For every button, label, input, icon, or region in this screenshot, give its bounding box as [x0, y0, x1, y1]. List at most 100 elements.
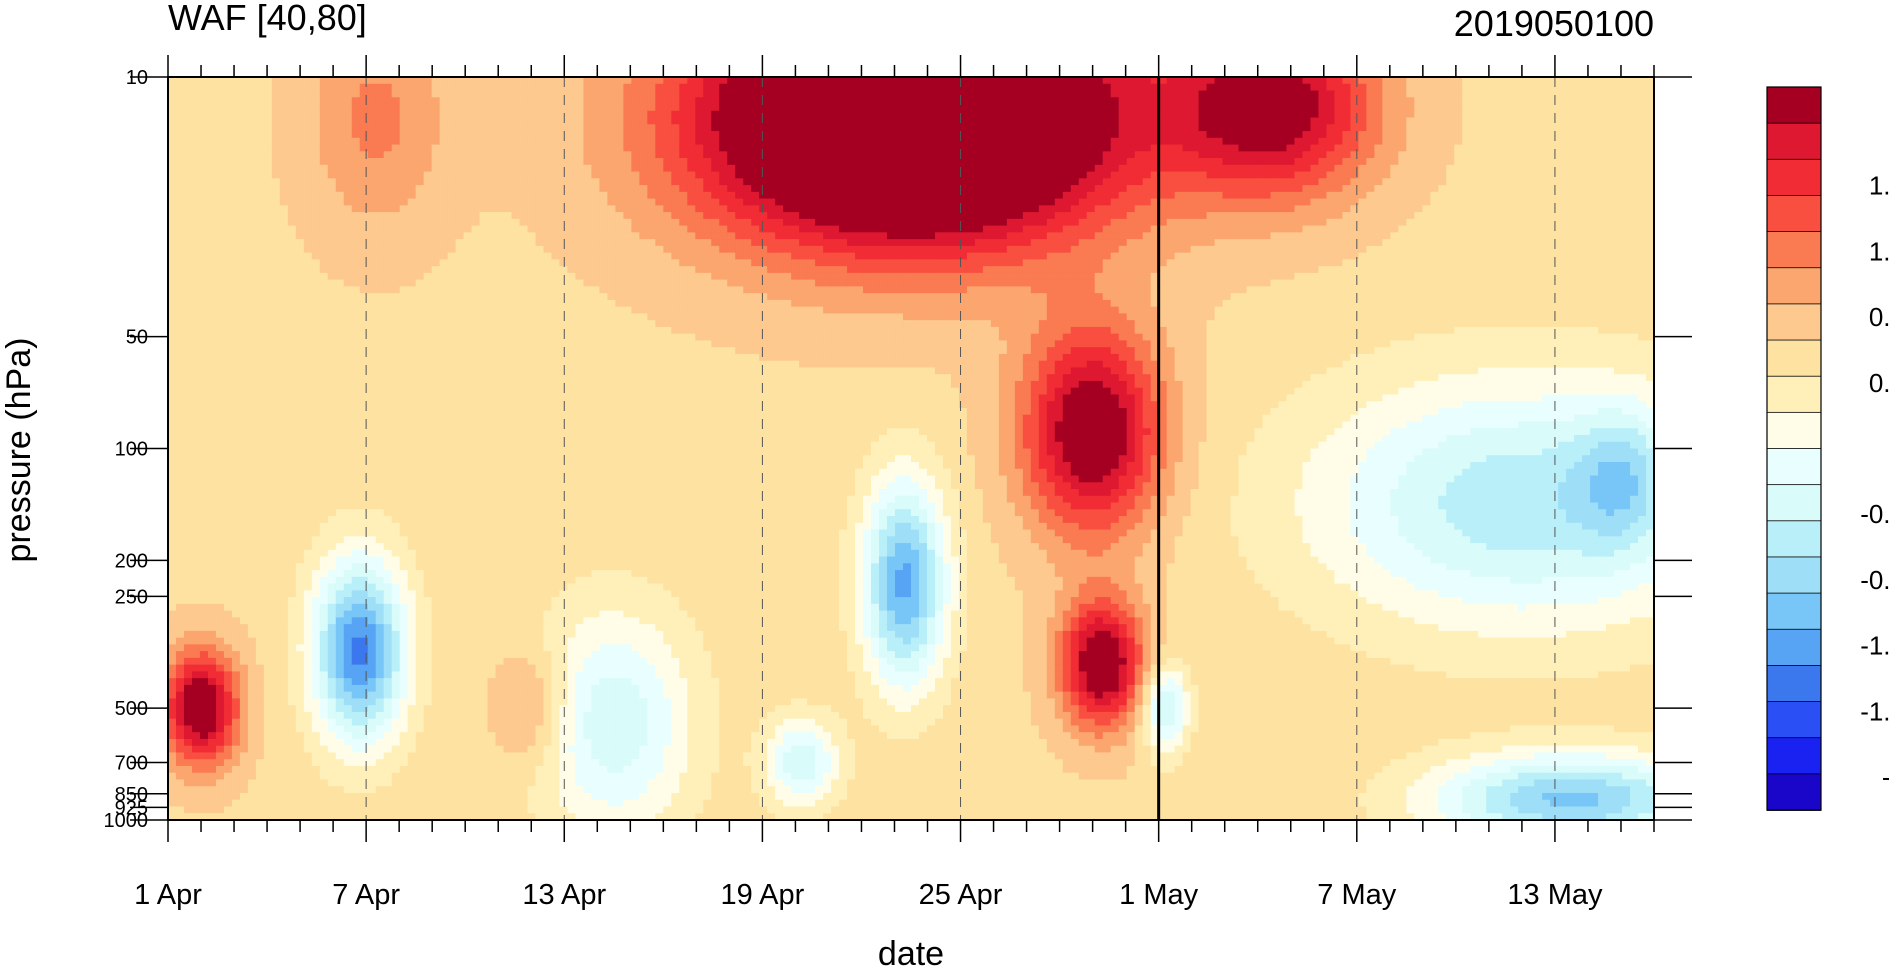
field-cell: [399, 624, 409, 632]
field-cell: [359, 137, 369, 146]
field-cell: [168, 759, 177, 767]
field-cell: [191, 590, 201, 598]
field-cell: [207, 752, 217, 760]
field-cell: [303, 813, 313, 820]
field-cell: [263, 124, 273, 132]
field-cell: [231, 698, 241, 706]
field-cell: [503, 691, 513, 700]
field-cell: [431, 266, 441, 274]
field-cell: [191, 421, 201, 429]
field-cell: [335, 97, 345, 105]
field-cell: [287, 630, 297, 639]
field-cell: [455, 772, 465, 781]
field-cell: [343, 455, 353, 463]
field-cell: [175, 617, 185, 625]
field-cell: [191, 678, 201, 686]
field-cell: [295, 144, 305, 152]
field-cell: [168, 644, 177, 652]
field-cell: [168, 637, 177, 645]
field-cell: [383, 83, 393, 92]
field-cell: [311, 212, 321, 220]
field-cell: [255, 299, 265, 308]
field-cell: [311, 428, 321, 436]
field-cell: [295, 570, 305, 578]
field-cell: [287, 495, 297, 504]
field-cell: [351, 293, 361, 301]
field-cell: [343, 286, 353, 294]
field-cell: [503, 738, 513, 747]
field-cell: [215, 664, 225, 672]
field-cell: [311, 630, 321, 639]
field-cell: [367, 725, 377, 733]
field-cell: [527, 333, 537, 342]
field-cell: [471, 171, 481, 179]
field-cell: [495, 151, 505, 159]
field-cell: [367, 252, 377, 260]
field-cell: [327, 97, 337, 105]
field-cell: [287, 137, 297, 146]
field-cell: [215, 745, 225, 754]
field-cell: [391, 617, 401, 625]
field-cell: [407, 340, 417, 348]
field-cell: [359, 374, 369, 382]
field-cell: [319, 745, 329, 754]
field-cell: [327, 765, 337, 774]
field-cell: [311, 502, 321, 510]
field-cell: [199, 407, 209, 416]
field-cell: [319, 144, 329, 152]
field-cell: [271, 549, 281, 558]
field-cell: [287, 320, 297, 328]
field-cell: [439, 738, 449, 747]
field-cell: [335, 407, 345, 416]
field-cell: [255, 718, 265, 727]
field-cell: [287, 482, 297, 490]
field-cell: [359, 245, 369, 254]
field-cell: [487, 374, 497, 382]
field-cell: [455, 671, 465, 679]
field-cell: [215, 529, 225, 537]
field-cell: [247, 671, 257, 679]
field-cell: [223, 83, 233, 92]
field-cell: [527, 353, 537, 362]
field-cell: [351, 617, 361, 625]
field-cell: [191, 428, 201, 436]
field-cell: [479, 225, 489, 233]
field-cell: [463, 198, 473, 206]
field-cell: [359, 617, 369, 625]
field-cell: [471, 718, 481, 727]
field-cell: [447, 414, 457, 423]
field-cell: [255, 414, 265, 423]
field-cell: [247, 738, 257, 747]
field-cell: [231, 191, 241, 200]
field-cell: [335, 212, 345, 220]
field-cell: [319, 448, 329, 456]
field-cell: [463, 698, 473, 706]
field-cell: [263, 570, 273, 578]
field-cell: [383, 644, 393, 652]
field-cell: [311, 529, 321, 537]
field-cell: [231, 651, 241, 659]
field-cell: [487, 752, 497, 760]
field-cell: [191, 434, 201, 443]
field-cell: [303, 117, 313, 125]
field-cell: [263, 765, 273, 774]
field-cell: [463, 455, 473, 463]
field-cell: [207, 462, 217, 470]
field-cell: [351, 610, 361, 618]
field-cell: [431, 239, 441, 247]
field-cell: [295, 576, 305, 585]
field-cell: [295, 333, 305, 342]
field-cell: [319, 313, 329, 321]
field-cell: [503, 509, 513, 517]
field-cell: [407, 97, 417, 105]
field-cell: [439, 320, 449, 328]
field-cell: [415, 698, 425, 706]
field-cell: [191, 178, 201, 186]
field-cell: [399, 536, 409, 544]
field-cell: [303, 239, 313, 247]
field-cell: [239, 104, 249, 112]
field-cell: [503, 110, 513, 119]
field-cell: [471, 185, 481, 193]
field-cell: [303, 448, 313, 456]
field-cell: [495, 360, 505, 369]
